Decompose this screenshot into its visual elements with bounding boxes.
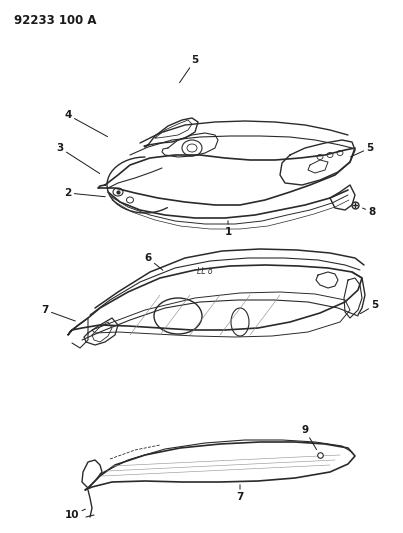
Text: 10: 10 <box>65 509 85 520</box>
Text: 92233 100 A: 92233 100 A <box>14 14 96 27</box>
Text: 7: 7 <box>236 485 244 502</box>
Text: 4: 4 <box>64 110 108 136</box>
Text: 9: 9 <box>301 425 317 450</box>
Text: 2: 2 <box>64 188 105 198</box>
Text: 6: 6 <box>144 253 163 270</box>
Text: 5: 5 <box>360 300 379 313</box>
Text: 1: 1 <box>224 221 232 237</box>
Text: 7: 7 <box>42 305 75 321</box>
Text: 5: 5 <box>180 55 199 83</box>
Text: 3: 3 <box>56 143 100 174</box>
Text: 5: 5 <box>351 143 374 157</box>
Text: LL o: LL o <box>197 268 213 277</box>
Text: 8: 8 <box>363 207 376 217</box>
